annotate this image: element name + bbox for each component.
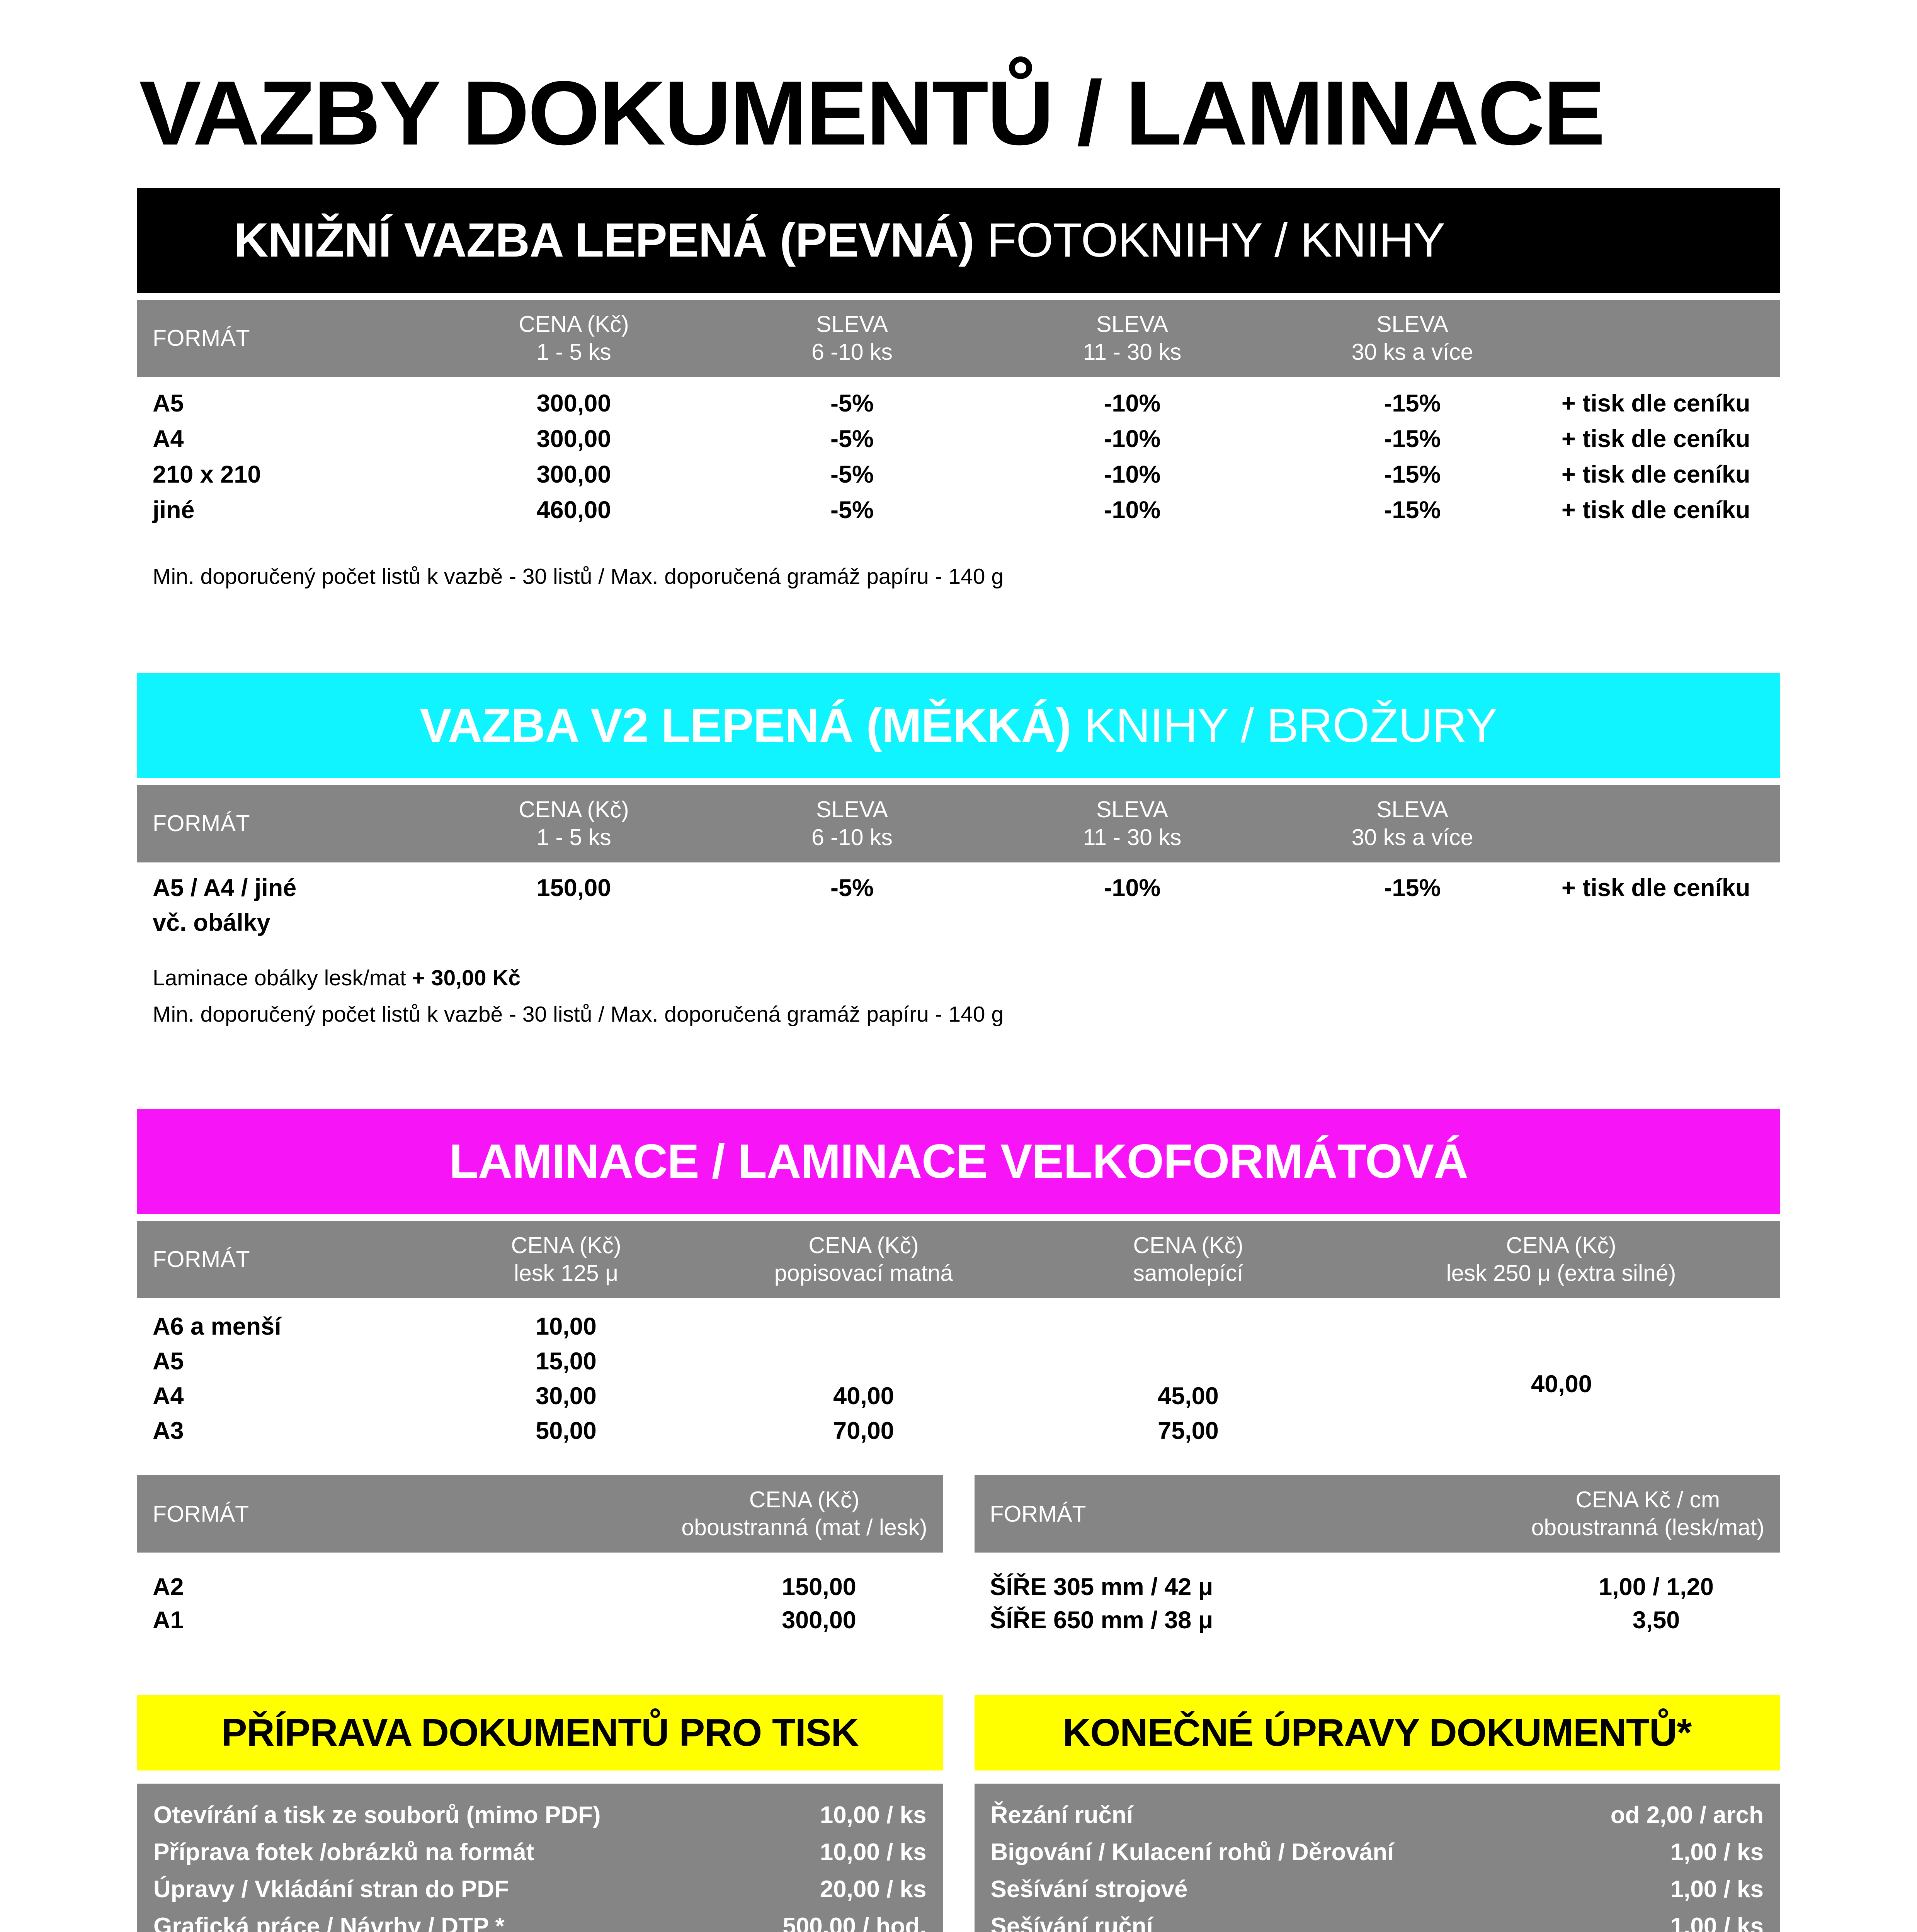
table-row: A5 300,00 -5% -10% -15% + tisk dle ceník… <box>153 390 1750 417</box>
spacer <box>137 1214 1780 1221</box>
table-row: A3 50,00 70,00 75,00 <box>153 1417 1219 1444</box>
section-banner-laminace: LAMINACE / LAMINACE VELKOFORMÁTOVÁ <box>137 1109 1780 1214</box>
banner-title-softcover: VAZBA V2 LEPENÁ (MĚKKÁ) <box>420 699 1072 752</box>
spacer <box>137 1553 943 1570</box>
subtable-header-sheets: FORMÁT CENA (Kč) oboustranná (mat / lesk… <box>137 1475 943 1553</box>
banner-title-hardcover: KNIŽNÍ VAZBA LEPENÁ (PEVNÁ) <box>234 214 975 267</box>
list-item: Příprava fotek /obrázků na formát 10,00 … <box>153 1839 927 1866</box>
list-item: Řezání ruční od 2,00 / arch <box>990 1802 1764 1828</box>
col-header-self-adhesive: CENA (Kč) samolepící <box>1133 1233 1243 1286</box>
table-row: A4 300,00 -5% -10% -15% + tisk dle ceník… <box>153 425 1750 452</box>
table-row: ŠÍŘE 650 mm / 38 μ 3,50 <box>990 1607 1680 1634</box>
col-header-discount-30plus: SLEVA 30 ks a více <box>1351 311 1473 365</box>
table-row: A5 15,00 <box>153 1348 597 1375</box>
col-header-gloss-250: CENA (Kč) lesk 250 μ (extra silné) <box>1446 1233 1676 1286</box>
list-item: Sešívání ruční 1,00 / ks <box>990 1913 1764 1932</box>
col-header-gloss-125: CENA (Kč) lesk 125 μ <box>511 1233 621 1286</box>
col-header-discount-11-30: SLEVA 11 - 30 ks <box>1083 311 1182 365</box>
table-row: A1 300,00 <box>153 1607 856 1634</box>
col-header-discount-11-30: SLEVA 11 - 30 ks <box>1083 797 1182 850</box>
spacer <box>137 1448 1780 1475</box>
page-title: VAZBY DOKUMENTŮ / LAMINACE <box>139 62 1605 164</box>
spacer <box>137 293 1780 300</box>
table-row: 210 x 210 300,00 -5% -10% -15% + tisk dl… <box>153 461 1750 488</box>
col-header-format: FORMÁT <box>153 325 250 351</box>
col-header-writable-matte: CENA (Kč) popisovací matná <box>774 1233 953 1286</box>
col-header-price-1-5: CENA (Kč) 1 - 5 ks <box>519 311 629 365</box>
list-item: Otevírání a tisk ze souborů (mimo PDF) 1… <box>153 1802 927 1828</box>
table-row: ŠÍŘE 305 mm / 42 μ 1,00 / 1,20 <box>990 1573 1714 1600</box>
spacer <box>137 862 1780 874</box>
banner-subtitle-hardcover: FOTOKNIHY / KNIHY <box>987 214 1445 267</box>
spacer <box>137 778 1780 785</box>
gloss-250-price: 40,00 <box>1531 1371 1592 1398</box>
laminace-subtable-rolls: FORMÁT CENA Kč / cm oboustranná (lesk/ma… <box>974 1475 1780 1637</box>
table-row: A6 a menší 10,00 <box>153 1313 597 1340</box>
col-header-price-1-5: CENA (Kč) 1 - 5 ks <box>519 797 629 850</box>
heading-preparation: PŘÍPRAVA DOKUMENTŮ PRO TISK <box>137 1695 943 1770</box>
spacer <box>137 1298 1780 1309</box>
col-header-format: FORMÁT <box>153 811 250 837</box>
service-headings: PŘÍPRAVA DOKUMENTŮ PRO TISK KONEČNÉ ÚPRA… <box>137 1695 1780 1770</box>
laminace-subtable-sheets: FORMÁT CENA (Kč) oboustranná (mat / lesk… <box>137 1475 943 1637</box>
col-header-format: FORMÁT <box>153 1247 250 1272</box>
section-banner-softcover: VAZBA V2 LEPENÁ (MĚKKÁ) KNIHY / BROŽURY <box>137 673 1780 778</box>
note-softcover-lamination: Laminace obálky lesk/mat + 30,00 Kč <box>153 966 521 990</box>
list-item: Sešívání strojové 1,00 / ks <box>990 1876 1764 1903</box>
col-header-discount-30plus: SLEVA 30 ks a více <box>1351 797 1473 850</box>
service-panels: Otevírání a tisk ze souborů (mimo PDF) 1… <box>137 1784 1780 1932</box>
col-header-discount-6-10: SLEVA 6 -10 ks <box>811 311 893 365</box>
table-row: jiné 460,00 -5% -10% -15% + tisk dle cen… <box>153 497 1750 524</box>
table-row: A5 / A4 / jiné vč. obálky 150,00 -5% -10… <box>153 874 1750 936</box>
table-header-softcover: FORMÁT CENA (Kč) 1 - 5 ks SLEVA 6 -10 ks… <box>137 785 1780 862</box>
note-hardcover: Min. doporučený počet listů k vazbě - 30… <box>153 564 1004 589</box>
list-item: Úpravy / Vkládání stran do PDF 20,00 / k… <box>153 1876 927 1903</box>
table-row: A4 30,00 40,00 45,00 <box>153 1383 1219 1410</box>
spacer <box>137 377 1780 386</box>
spacer <box>137 1027 1780 1109</box>
list-item: Grafická práce / Návrhy / DTP * 500,00 /… <box>153 1913 927 1932</box>
table-row: A2 150,00 <box>153 1573 856 1600</box>
panel-finishing: Řezání ruční od 2,00 / arch Bigování / K… <box>974 1784 1780 1932</box>
spacer <box>137 528 1780 564</box>
spacer <box>137 1770 1780 1784</box>
spacer <box>975 1553 1780 1570</box>
table-header-hardcover: FORMÁT CENA (Kč) 1 - 5 ks SLEVA 6 -10 ks… <box>137 300 1780 377</box>
banner-title-laminace: LAMINACE / LAMINACE VELKOFORMÁTOVÁ <box>449 1135 1468 1188</box>
banner-subtitle-softcover: KNIHY / BROŽURY <box>1084 699 1498 752</box>
spacer <box>137 1637 1780 1695</box>
subtable-header-rolls: FORMÁT CENA Kč / cm oboustranná (lesk/ma… <box>974 1475 1780 1553</box>
laminace-rows: A6 a menší 10,00 A5 15,00 A4 30,00 40,00… <box>137 1309 1780 1448</box>
spacer <box>137 991 1780 1002</box>
list-item: Bigování / Kulacení rohů / Děrování 1,00… <box>990 1839 1764 1866</box>
table-header-laminace: FORMÁT CENA (Kč) lesk 125 μ CENA (Kč) po… <box>137 1221 1780 1298</box>
note-softcover-sheets: Min. doporučený počet listů k vazbě - 30… <box>153 1002 1004 1027</box>
section-banner-hardcover: KNIŽNÍ VAZBA LEPENÁ (PEVNÁ) FOTOKNIHY / … <box>137 188 1780 293</box>
laminace-subtables: FORMÁT CENA (Kč) oboustranná (mat / lesk… <box>137 1475 1780 1637</box>
heading-finishing: KONEČNÉ ÚPRAVY DOKUMENTŮ* <box>974 1695 1780 1770</box>
spacer <box>137 589 1780 673</box>
panel-preparation: Otevírání a tisk ze souborů (mimo PDF) 1… <box>137 1784 943 1932</box>
col-header-discount-6-10: SLEVA 6 -10 ks <box>811 797 893 850</box>
